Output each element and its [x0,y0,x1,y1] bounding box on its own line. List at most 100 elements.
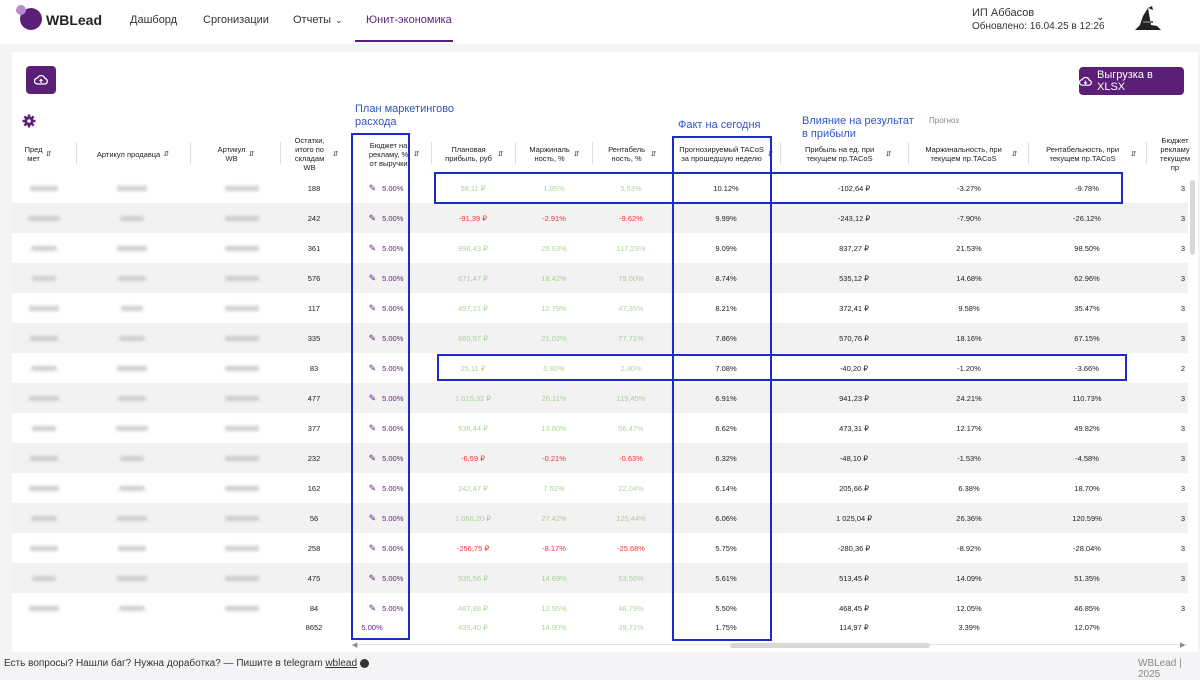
edit-pencil-icon[interactable]: ✎ [368,302,377,313]
nav-dashboard[interactable]: Дашборд [130,14,178,26]
edit-pencil-icon[interactable]: ✎ [368,422,377,433]
vertical-scrollbar[interactable] [1190,180,1195,255]
ad-budget-cell[interactable]: ✎ 5.00% [368,512,404,523]
stock-cell: 475 [307,573,321,583]
col-header-unit-profit[interactable]: Прибыль на ед. при текущем пр.TACoS ⇵ [804,145,892,163]
profitability-tacos-cell: -4.58% [1075,453,1099,463]
ad-budget-cell[interactable]: ✎ 5.00% [368,602,404,613]
ad-budget-cell[interactable]: ✎ 5.00% [368,422,404,433]
sort-icon: ⇵ [885,150,892,158]
seller-sku-cell [102,233,162,263]
header-divider [908,142,909,164]
stock-cell: 477 [307,393,321,403]
wb-sku-cell [212,413,272,443]
edit-pencil-icon[interactable]: ✎ [368,272,377,283]
col-header-planned-profit[interactable]: Плановая прибыль, руб ⇵ [445,145,504,163]
ad-budget-cell[interactable]: ✎ 5.00% [368,392,404,403]
gear-icon[interactable] [22,114,36,128]
scroll-left-icon[interactable]: ◀ [352,642,358,649]
edit-pencil-icon[interactable]: ✎ [368,332,377,343]
col-header-profitability[interactable]: Рентабель ность, % ⇵ [608,145,657,163]
edit-pencil-icon[interactable]: ✎ [368,452,377,463]
edit-pencil-icon[interactable]: ✎ [368,242,377,253]
edit-pencil-icon[interactable]: ✎ [368,212,377,223]
ad-budget-cell[interactable]: ✎ 5.00% [368,362,404,373]
annotation-fact: Факт на сегодня [678,119,761,131]
col-header-margin[interactable]: Маржиналь ность, % ⇵ [529,145,580,163]
ad-budget-cell[interactable]: ✎ 5.00% [368,332,404,343]
col-header-seller-sku[interactable]: Артикул продавца ⇵ [96,149,170,159]
tacos-cell: 6.32% [715,453,737,463]
subject-cell [22,293,66,323]
sort-icon: ⇵ [45,150,52,158]
edit-pencil-icon[interactable]: ✎ [368,572,377,583]
profitability-cell: -25.68% [617,543,645,553]
col-header-margin-tacos[interactable]: Маржинальность, при текущем пр.TACoS ⇵ [925,145,1018,163]
profitability-tacos-cell: 46.85% [1074,603,1100,613]
col-header-budget-tacos[interactable]: Бюджет рекламу текущем пр [1159,136,1191,172]
budget-tacos-cell: 3 [1180,423,1186,433]
margin-tacos-cell: 12.05% [956,603,982,613]
nav-reports[interactable]: Отчеты ⌄ [293,14,343,26]
active-tab-indicator [355,40,453,42]
user-menu-chevron-icon[interactable]: ⌄ [1096,12,1105,23]
tacos-cell: 8.74% [715,273,737,283]
edit-pencil-icon[interactable]: ✎ [368,542,377,553]
nav-organizations[interactable]: Сргонизации [203,14,269,26]
edit-pencil-icon[interactable]: ✎ [368,362,377,373]
ad-budget-cell[interactable]: ✎ 5.00% [368,302,404,313]
stock-cell: 361 [307,243,321,253]
edit-pencil-icon[interactable]: ✎ [368,182,377,193]
ad-budget-cell[interactable]: ✎ 5.00% [368,212,404,223]
telegram-link[interactable]: wblead [325,658,358,669]
ad-budget-cell[interactable]: ✎ 5.00% [368,272,404,283]
ad-budget-cell[interactable]: ✎ 5.00% [368,182,404,193]
profitability-cell: -0.63% [619,453,643,463]
tacos-cell: 6.62% [715,423,737,433]
col-header-ad-budget[interactable]: Бюджет на рекламу, % от выручки ⇵ [368,140,420,168]
edit-pencil-icon[interactable]: ✎ [368,512,377,523]
col-header-stock[interactable]: Остатки, итого по складам WB ⇵ [294,136,339,172]
planned-profit-cell: 242,47 ₽ [458,483,488,493]
profitability-cell: 79,00% [618,273,644,283]
col-header-subject[interactable]: Пред мет ⇵ [24,145,52,163]
seller-sku-cell [102,263,162,293]
header-divider [592,142,593,164]
scroll-right-icon[interactable]: ▶ [1180,642,1186,649]
edit-pencil-icon[interactable]: ✎ [368,482,377,493]
nav-unit-economics[interactable]: Юнит-экономика [366,14,452,26]
ad-budget-cell[interactable]: ✎ 5.00% [368,452,404,463]
profitability-tacos-cell: 51.35% [1074,573,1100,583]
highlight-row-1 [434,172,1123,204]
wb-sku-cell [212,263,272,293]
col-header-wb-sku[interactable]: Артикул WB ⇵ [217,145,255,163]
budget-tacos-cell: 3 [1180,243,1186,253]
planned-profit-cell: 25,11 ₽ [460,363,486,373]
stock-cell: 162 [307,483,321,493]
brand-name[interactable]: WBLead [46,12,102,28]
annotation-impact: Влияние на результат в прибыли [802,115,914,140]
edit-pencil-icon[interactable]: ✎ [368,392,377,403]
ad-budget-cell[interactable]: ✎ 5.00% [368,242,404,253]
tacos-cell: 5.75% [715,543,737,553]
avatar[interactable] [1131,4,1165,34]
ad-budget-cell[interactable]: ✎ 5.00% [368,482,404,493]
planned-profit-cell: 671,47 ₽ [458,273,488,283]
horizontal-scrollbar[interactable] [730,643,930,648]
brand-logo[interactable] [16,5,42,30]
wb-sku-cell [212,503,272,533]
ad-budget-cell[interactable]: ✎ 5.00% [368,542,404,553]
unit-profit-cell: -280,36 ₽ [837,543,871,553]
highlight-fact-column [672,136,772,641]
planned-profit-cell: 536,44 ₽ [458,423,488,433]
edit-pencil-icon[interactable]: ✎ [368,602,377,613]
tacos-cell: 7.86% [715,333,737,343]
ad-budget-cell[interactable]: ✎ 5.00% [368,572,404,583]
upload-button[interactable] [26,66,56,94]
export-xlsx-button[interactable]: Выгрузка в XLSX [1079,67,1184,95]
col-header-profitability-tacos[interactable]: Рентабельность, при текущем пр.TACoS ⇵ [1046,145,1137,163]
budget-tacos-cell: 3 [1180,333,1186,343]
sort-icon: ⇵ [1130,150,1137,158]
budget-tacos-cell: 3 [1180,453,1186,463]
tacos-cell: 9.09% [715,243,737,253]
